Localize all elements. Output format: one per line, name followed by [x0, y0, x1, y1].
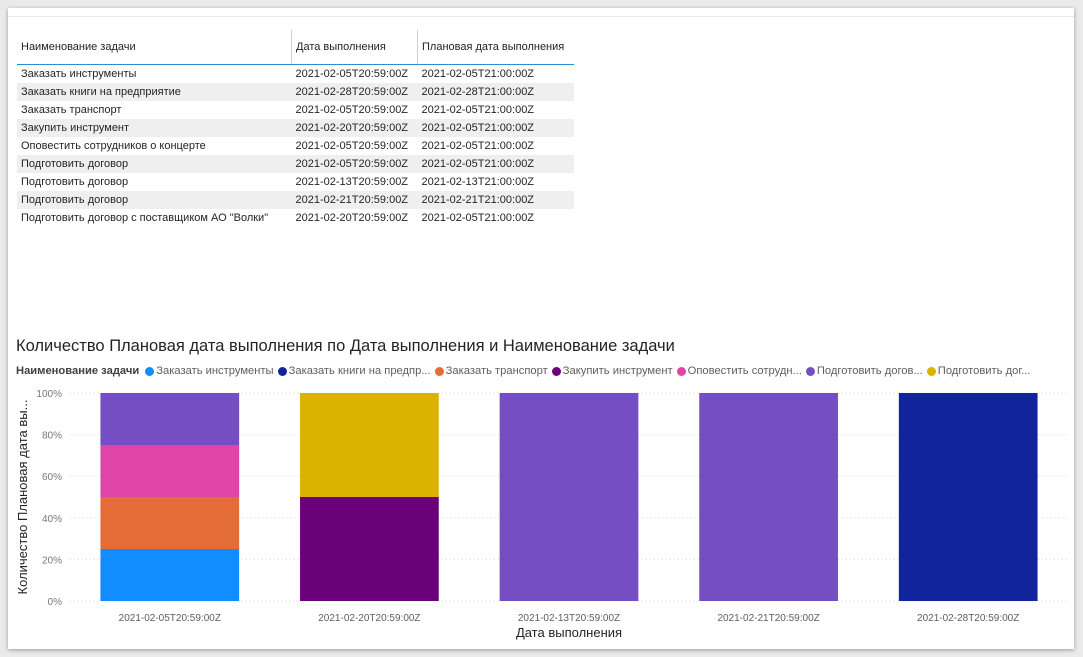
- bar-segment[interactable]: [100, 549, 240, 601]
- bar-segment[interactable]: [499, 393, 639, 601]
- y-tick-label: 80%: [42, 431, 62, 442]
- stacked-bar-chart[interactable]: 0%20%40%60%80%100%2021-02-05T20:59:00Z 20…: [8, 8, 1074, 649]
- x-tick-label: 2021-02-21T20:59:00Z: [717, 613, 819, 624]
- legend-label: Подготовить догов...: [816, 365, 923, 377]
- bar-segment[interactable]: [300, 393, 439, 497]
- table-cell: 2021-02-05T21:00:00Z: [421, 140, 535, 152]
- legend-dot-icon: [277, 366, 287, 376]
- table-cell: 2021-02-05T20:59:00Z: [295, 140, 409, 152]
- x-axis-title: Дата выполнения: [516, 625, 622, 640]
- legend-label: Заказать транспорт: [445, 365, 548, 377]
- table-cell: 2021-02-21T20:59:00Z: [291, 191, 418, 209]
- x-tick-label: 2021-02-20T20:59:00Z: [318, 613, 420, 624]
- chart-legend: Наименование задачи Заказать инструменты…: [16, 365, 1034, 377]
- legend-item[interactable]: Заказать книги на предпр...: [277, 365, 431, 377]
- legend-label: Заказать инструменты: [156, 365, 274, 377]
- table-cell: 2021-02-05T21:00:00Z: [417, 119, 574, 137]
- bar-segment[interactable]: [100, 393, 240, 445]
- legend-label: Заказать книги на предпр...: [288, 365, 431, 377]
- chart-title: Количество Плановая дата выполнения по Д…: [16, 337, 675, 355]
- bar-segment[interactable]: [898, 393, 1038, 601]
- legend-dot-icon: [434, 366, 444, 376]
- y-tick-label: 60%: [42, 472, 62, 483]
- table-cell: Подготовить договор: [17, 191, 292, 209]
- table-cell: 2021-02-05T21:00:00Z: [421, 212, 535, 224]
- table-cell: 2021-02-05T21:00:00Z: [421, 68, 535, 80]
- table-cell: 2021-02-28T21:00:00Z: [417, 83, 574, 101]
- legend-dot-icon: [551, 366, 561, 376]
- column-header-task-name[interactable]: Наименование задачи: [17, 30, 292, 65]
- table-row[interactable]: Заказать транспорт 2021-02-05T20:59:00Z …: [17, 101, 574, 119]
- column-header-planned-date[interactable]: Плановая дата выполнения: [417, 30, 574, 65]
- legend-item[interactable]: Подготовить догов...: [805, 365, 923, 377]
- legend-dot-icon: [676, 366, 686, 376]
- legend-label: Подготовить дог...: [937, 365, 1031, 377]
- table-cell: Подготовить договор: [21, 176, 129, 188]
- table-row[interactable]: Закупить инструмент 2021-02-20T20:59:00Z…: [17, 119, 574, 137]
- bar-segment[interactable]: [699, 393, 838, 601]
- table-cell: 2021-02-13T21:00:00Z: [421, 176, 535, 188]
- legend-item[interactable]: Заказать инструменты: [145, 365, 274, 377]
- table-cell: Заказать инструменты: [21, 68, 137, 80]
- legend-item[interactable]: Заказать транспорт: [434, 365, 548, 377]
- top-divider: [8, 16, 1074, 17]
- legend-title: Наименование задачи: [16, 365, 140, 377]
- bar-segment[interactable]: [300, 497, 439, 601]
- y-axis-title: Количество Плановая дата вы...: [15, 400, 30, 595]
- table-cell: Заказать книги на предприятие: [17, 83, 292, 101]
- table-row[interactable]: Подготовить договор 2021-02-05T20:59:00Z…: [17, 155, 574, 173]
- report-canvas: Наименование задачи Дата выполнения План…: [8, 8, 1074, 649]
- legend-dot-icon: [926, 366, 936, 376]
- legend-label: Закупить инструмент: [562, 365, 673, 377]
- table-row[interactable]: Подготовить договор 2021-02-21T20:59:00Z…: [17, 191, 574, 209]
- table-cell: 2021-02-28T20:59:00Z: [291, 83, 418, 101]
- legend-label: Оповестить сотрудн...: [687, 365, 802, 377]
- table-cell: Закупить инструмент: [17, 119, 292, 137]
- table-cell: 2021-02-05T20:59:00Z: [291, 155, 418, 173]
- x-tick-label: 2021-02-28T20:59:00Z: [917, 613, 1019, 624]
- bar-segment[interactable]: [100, 497, 240, 549]
- bar-segment[interactable]: [100, 445, 240, 497]
- table-cell: Заказать транспорт: [21, 104, 122, 116]
- table-row[interactable]: Заказать инструменты 2021-02-05T20:59:00…: [17, 65, 574, 84]
- table-cell: 2021-02-21T21:00:00Z: [417, 191, 574, 209]
- column-header-completion-date[interactable]: Дата выполнения: [291, 30, 418, 65]
- legend-item[interactable]: Закупить инструмент: [551, 365, 673, 377]
- table-header-row: Наименование задачи Дата выполнения План…: [17, 30, 574, 65]
- y-tick-label: 20%: [42, 555, 62, 566]
- table-cell: 2021-02-05T20:59:00Z: [295, 68, 409, 80]
- table-row[interactable]: Оповестить сотрудников о концерте 2021-0…: [17, 137, 574, 155]
- table-row[interactable]: Подготовить договор 2021-02-13T20:59:00Z…: [17, 173, 574, 191]
- task-table[interactable]: Наименование задачи Дата выполнения План…: [17, 30, 574, 227]
- table-row[interactable]: Подготовить договор с поставщиком АО "Во…: [17, 209, 574, 227]
- table-cell: Подготовить договор с поставщиком АО "Во…: [21, 212, 269, 224]
- table-cell: Подготовить договор: [17, 155, 292, 173]
- x-tick-label: 2021-02-05T20:59:00Z: [119, 613, 221, 624]
- legend-dot-icon: [805, 366, 815, 376]
- x-tick-label: 2021-02-13T20:59:00Z: [518, 613, 620, 624]
- legend-item[interactable]: Оповестить сотрудн...: [676, 365, 802, 377]
- table-cell: 2021-02-05T21:00:00Z: [421, 104, 535, 116]
- table-cell: 2021-02-20T20:59:00Z: [295, 212, 409, 224]
- table-cell: Оповестить сотрудников о концерте: [21, 140, 206, 152]
- y-tick-label: 40%: [42, 514, 62, 525]
- table-cell: 2021-02-20T20:59:00Z: [291, 119, 418, 137]
- table-cell: 2021-02-05T20:59:00Z: [295, 104, 409, 116]
- y-tick-label: 0%: [48, 597, 63, 608]
- table-cell: 2021-02-13T20:59:00Z: [295, 176, 409, 188]
- legend-item[interactable]: Подготовить дог...: [926, 365, 1031, 377]
- table-cell: 2021-02-05T21:00:00Z: [417, 155, 574, 173]
- y-tick-label: 100%: [36, 389, 62, 400]
- legend-dot-icon: [145, 366, 155, 376]
- table-row[interactable]: Заказать книги на предприятие 2021-02-28…: [17, 83, 574, 101]
